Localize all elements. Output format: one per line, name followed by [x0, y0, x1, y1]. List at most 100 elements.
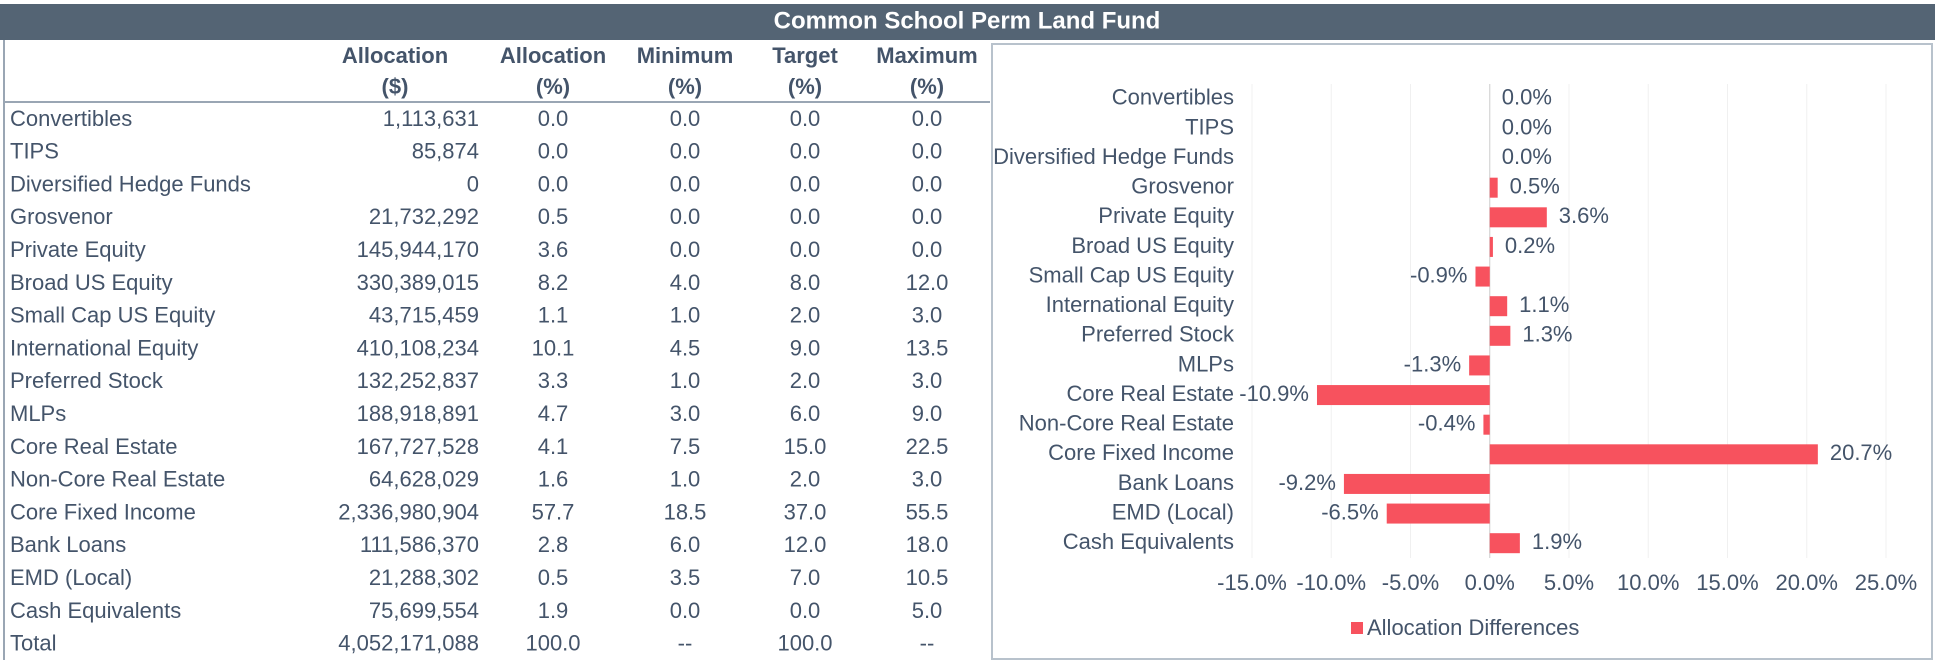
bar [1483, 414, 1490, 435]
bar [1475, 266, 1490, 287]
value-label: 0.2% [1505, 233, 1555, 258]
table-cell: 0.0 [912, 204, 943, 229]
value-label: -0.9% [1410, 262, 1467, 287]
bar [1489, 296, 1508, 317]
value-label: -0.4% [1418, 411, 1475, 436]
table-cell: 3.0 [912, 467, 943, 492]
column-header: Target [772, 43, 838, 68]
table-cell: 0.0 [912, 106, 943, 131]
table-cell: 4.5 [670, 335, 701, 360]
table-cell: 75,699,554 [369, 598, 479, 623]
table-cell: 21,288,302 [369, 565, 479, 590]
x-tick-label: 20.0% [1776, 570, 1838, 595]
category-label: Broad US Equity [1071, 233, 1234, 258]
column-header: (%) [910, 74, 944, 99]
table-cell: 1.9 [538, 598, 569, 623]
row-label: Convertibles [10, 106, 132, 131]
table-cell: 188,918,891 [357, 401, 479, 426]
table-cell: 18.5 [664, 499, 707, 524]
table-cell: 4,052,171,088 [338, 631, 479, 656]
row-label: TIPS [10, 139, 59, 164]
table-cell: 7.5 [670, 434, 701, 459]
bar [1386, 503, 1490, 524]
bar [1489, 533, 1520, 554]
table-cell: 4.0 [670, 270, 701, 295]
table-cell: 132,252,837 [357, 368, 479, 393]
category-label: Core Real Estate [1066, 381, 1234, 406]
value-label: 0.0% [1502, 114, 1552, 139]
table-cell: 0.0 [670, 171, 701, 196]
category-label: Private Equity [1098, 203, 1234, 228]
table-cell: 0.0 [912, 171, 943, 196]
table-cell: 0.0 [538, 171, 569, 196]
title: Common School Perm Land Fund [774, 7, 1161, 34]
table-cell: 145,944,170 [357, 237, 479, 262]
value-label: 3.6% [1559, 203, 1609, 228]
table-cell: 1,113,631 [383, 106, 479, 131]
x-tick-label: -10.0% [1296, 570, 1366, 595]
table-cell: 4.7 [538, 401, 569, 426]
column-header: Minimum [637, 43, 734, 68]
table-cell: 0.0 [538, 139, 569, 164]
table-cell: 0.0 [790, 106, 821, 131]
table-cell: 0.0 [790, 598, 821, 623]
table-cell: 57.7 [532, 499, 575, 524]
table-cell: 55.5 [906, 499, 949, 524]
category-label: Bank Loans [1118, 470, 1234, 495]
table-cell: 4.1 [538, 434, 569, 459]
table-cell: 1.0 [670, 467, 701, 492]
legend-swatch [1351, 622, 1363, 634]
table-cell: 0.0 [912, 139, 943, 164]
category-label: Preferred Stock [1081, 322, 1235, 347]
x-tick-label: 0.0% [1465, 570, 1515, 595]
column-header: Allocation [500, 43, 606, 68]
table-cell: 0.0 [790, 237, 821, 262]
column-header: (%) [788, 74, 822, 99]
column-header: Allocation [342, 43, 448, 68]
legend-label: Allocation Differences [1367, 615, 1579, 640]
table-cell: 15.0 [784, 434, 827, 459]
table-cell: 6.0 [670, 532, 701, 557]
title-bar [0, 4, 1935, 40]
x-tick-label: 15.0% [1696, 570, 1758, 595]
table-cell: 22.5 [906, 434, 949, 459]
x-tick-label: -5.0% [1382, 570, 1439, 595]
table-cell: 3.0 [670, 401, 701, 426]
category-label: Diversified Hedge Funds [993, 144, 1234, 169]
table-cell: 5.0 [912, 598, 943, 623]
table-cell: 12.0 [784, 532, 827, 557]
table-cell: 10.5 [906, 565, 949, 590]
column-header: Maximum [876, 43, 977, 68]
table-cell: 64,628,029 [369, 467, 479, 492]
table-cell: 0.0 [790, 171, 821, 196]
row-label: Cash Equivalents [10, 598, 181, 623]
category-label: International Equity [1046, 292, 1234, 317]
chart-panel [991, 43, 1933, 660]
value-label: -10.9% [1239, 381, 1309, 406]
category-label: Convertibles [1112, 85, 1234, 110]
table-cell: 3.0 [912, 303, 943, 328]
x-tick-label: -15.0% [1217, 570, 1287, 595]
table-cell: 2.0 [790, 303, 821, 328]
table-cell: 1.0 [670, 368, 701, 393]
value-label: 1.3% [1522, 322, 1572, 347]
table-cell: 2.0 [790, 467, 821, 492]
table-cell: 330,389,015 [357, 270, 479, 295]
table-cell: 2,336,980,904 [338, 499, 479, 524]
column-header: (%) [668, 74, 702, 99]
category-label: Cash Equivalents [1063, 529, 1234, 554]
bar [1469, 355, 1490, 376]
table-cell: 3.6 [538, 237, 569, 262]
table-cell: 0.0 [670, 237, 701, 262]
bar [1489, 177, 1498, 198]
table-cell: 0.0 [670, 204, 701, 229]
table-cell: 0.0 [670, 598, 701, 623]
category-label: Grosvenor [1131, 174, 1234, 199]
table-cell: 3.3 [538, 368, 569, 393]
value-label: -6.5% [1321, 499, 1378, 524]
table-cell: 1.0 [670, 303, 701, 328]
table-cell: 0.0 [790, 139, 821, 164]
row-label: MLPs [10, 401, 66, 426]
table-cell: -- [678, 631, 693, 656]
